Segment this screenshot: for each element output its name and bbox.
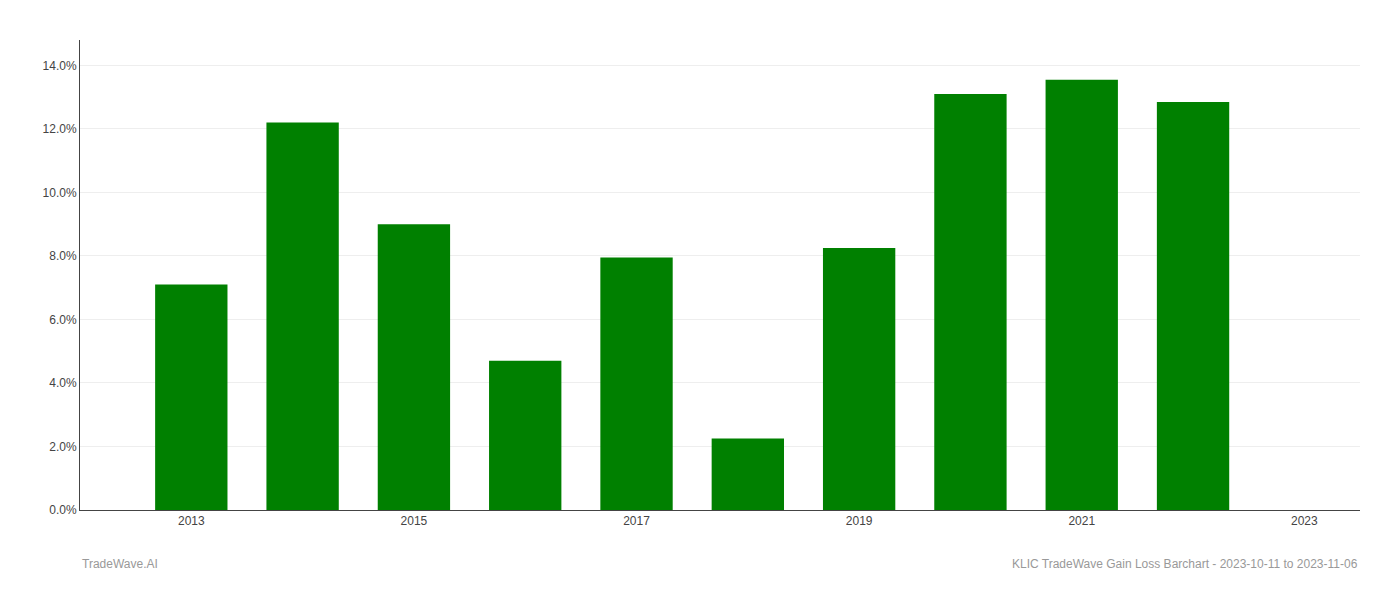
svg-text:14.0%: 14.0%: [43, 59, 77, 73]
svg-text:4.0%: 4.0%: [49, 376, 77, 390]
svg-text:2021: 2021: [1068, 514, 1095, 528]
svg-text:2019: 2019: [846, 514, 873, 528]
svg-text:10.0%: 10.0%: [43, 186, 77, 200]
svg-text:2013: 2013: [178, 514, 205, 528]
svg-text:2.0%: 2.0%: [49, 440, 77, 454]
svg-text:0.0%: 0.0%: [49, 503, 77, 517]
svg-text:2023: 2023: [1291, 514, 1318, 528]
svg-text:6.0%: 6.0%: [49, 313, 77, 327]
svg-text:8.0%: 8.0%: [49, 249, 77, 263]
svg-text:KLIC TradeWave Gain Loss Barch: KLIC TradeWave Gain Loss Barchart - 2023…: [1012, 557, 1358, 571]
svg-text:TradeWave.AI: TradeWave.AI: [82, 557, 158, 571]
svg-text:2017: 2017: [623, 514, 650, 528]
svg-text:12.0%: 12.0%: [43, 122, 77, 136]
svg-text:2015: 2015: [401, 514, 428, 528]
